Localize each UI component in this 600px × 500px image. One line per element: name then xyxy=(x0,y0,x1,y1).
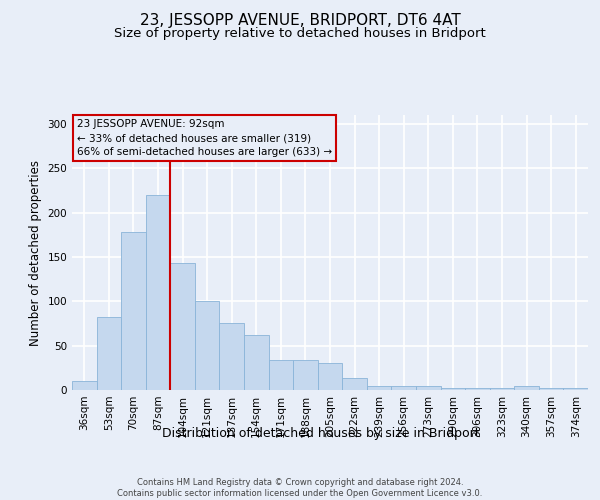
Bar xyxy=(465,388,490,390)
Bar xyxy=(97,318,121,390)
Text: Distribution of detached houses by size in Bridport: Distribution of detached houses by size … xyxy=(162,428,480,440)
Bar xyxy=(440,388,465,390)
Bar xyxy=(146,195,170,390)
Bar xyxy=(269,360,293,390)
Text: Contains HM Land Registry data © Crown copyright and database right 2024.
Contai: Contains HM Land Registry data © Crown c… xyxy=(118,478,482,498)
Bar xyxy=(244,335,269,390)
Bar xyxy=(220,324,244,390)
Text: Size of property relative to detached houses in Bridport: Size of property relative to detached ho… xyxy=(114,28,486,40)
Bar xyxy=(367,386,391,390)
Y-axis label: Number of detached properties: Number of detached properties xyxy=(29,160,42,346)
Bar xyxy=(416,386,440,390)
Bar xyxy=(391,386,416,390)
Bar xyxy=(342,378,367,390)
Text: 23 JESSOPP AVENUE: 92sqm
← 33% of detached houses are smaller (319)
66% of semi-: 23 JESSOPP AVENUE: 92sqm ← 33% of detach… xyxy=(77,119,332,157)
Text: 23, JESSOPP AVENUE, BRIDPORT, DT6 4AT: 23, JESSOPP AVENUE, BRIDPORT, DT6 4AT xyxy=(140,12,460,28)
Bar xyxy=(514,386,539,390)
Bar xyxy=(539,388,563,390)
Bar xyxy=(121,232,146,390)
Bar xyxy=(318,364,342,390)
Bar xyxy=(72,381,97,390)
Bar xyxy=(195,302,220,390)
Bar xyxy=(563,388,588,390)
Bar xyxy=(490,388,514,390)
Bar xyxy=(170,263,195,390)
Bar xyxy=(293,360,318,390)
